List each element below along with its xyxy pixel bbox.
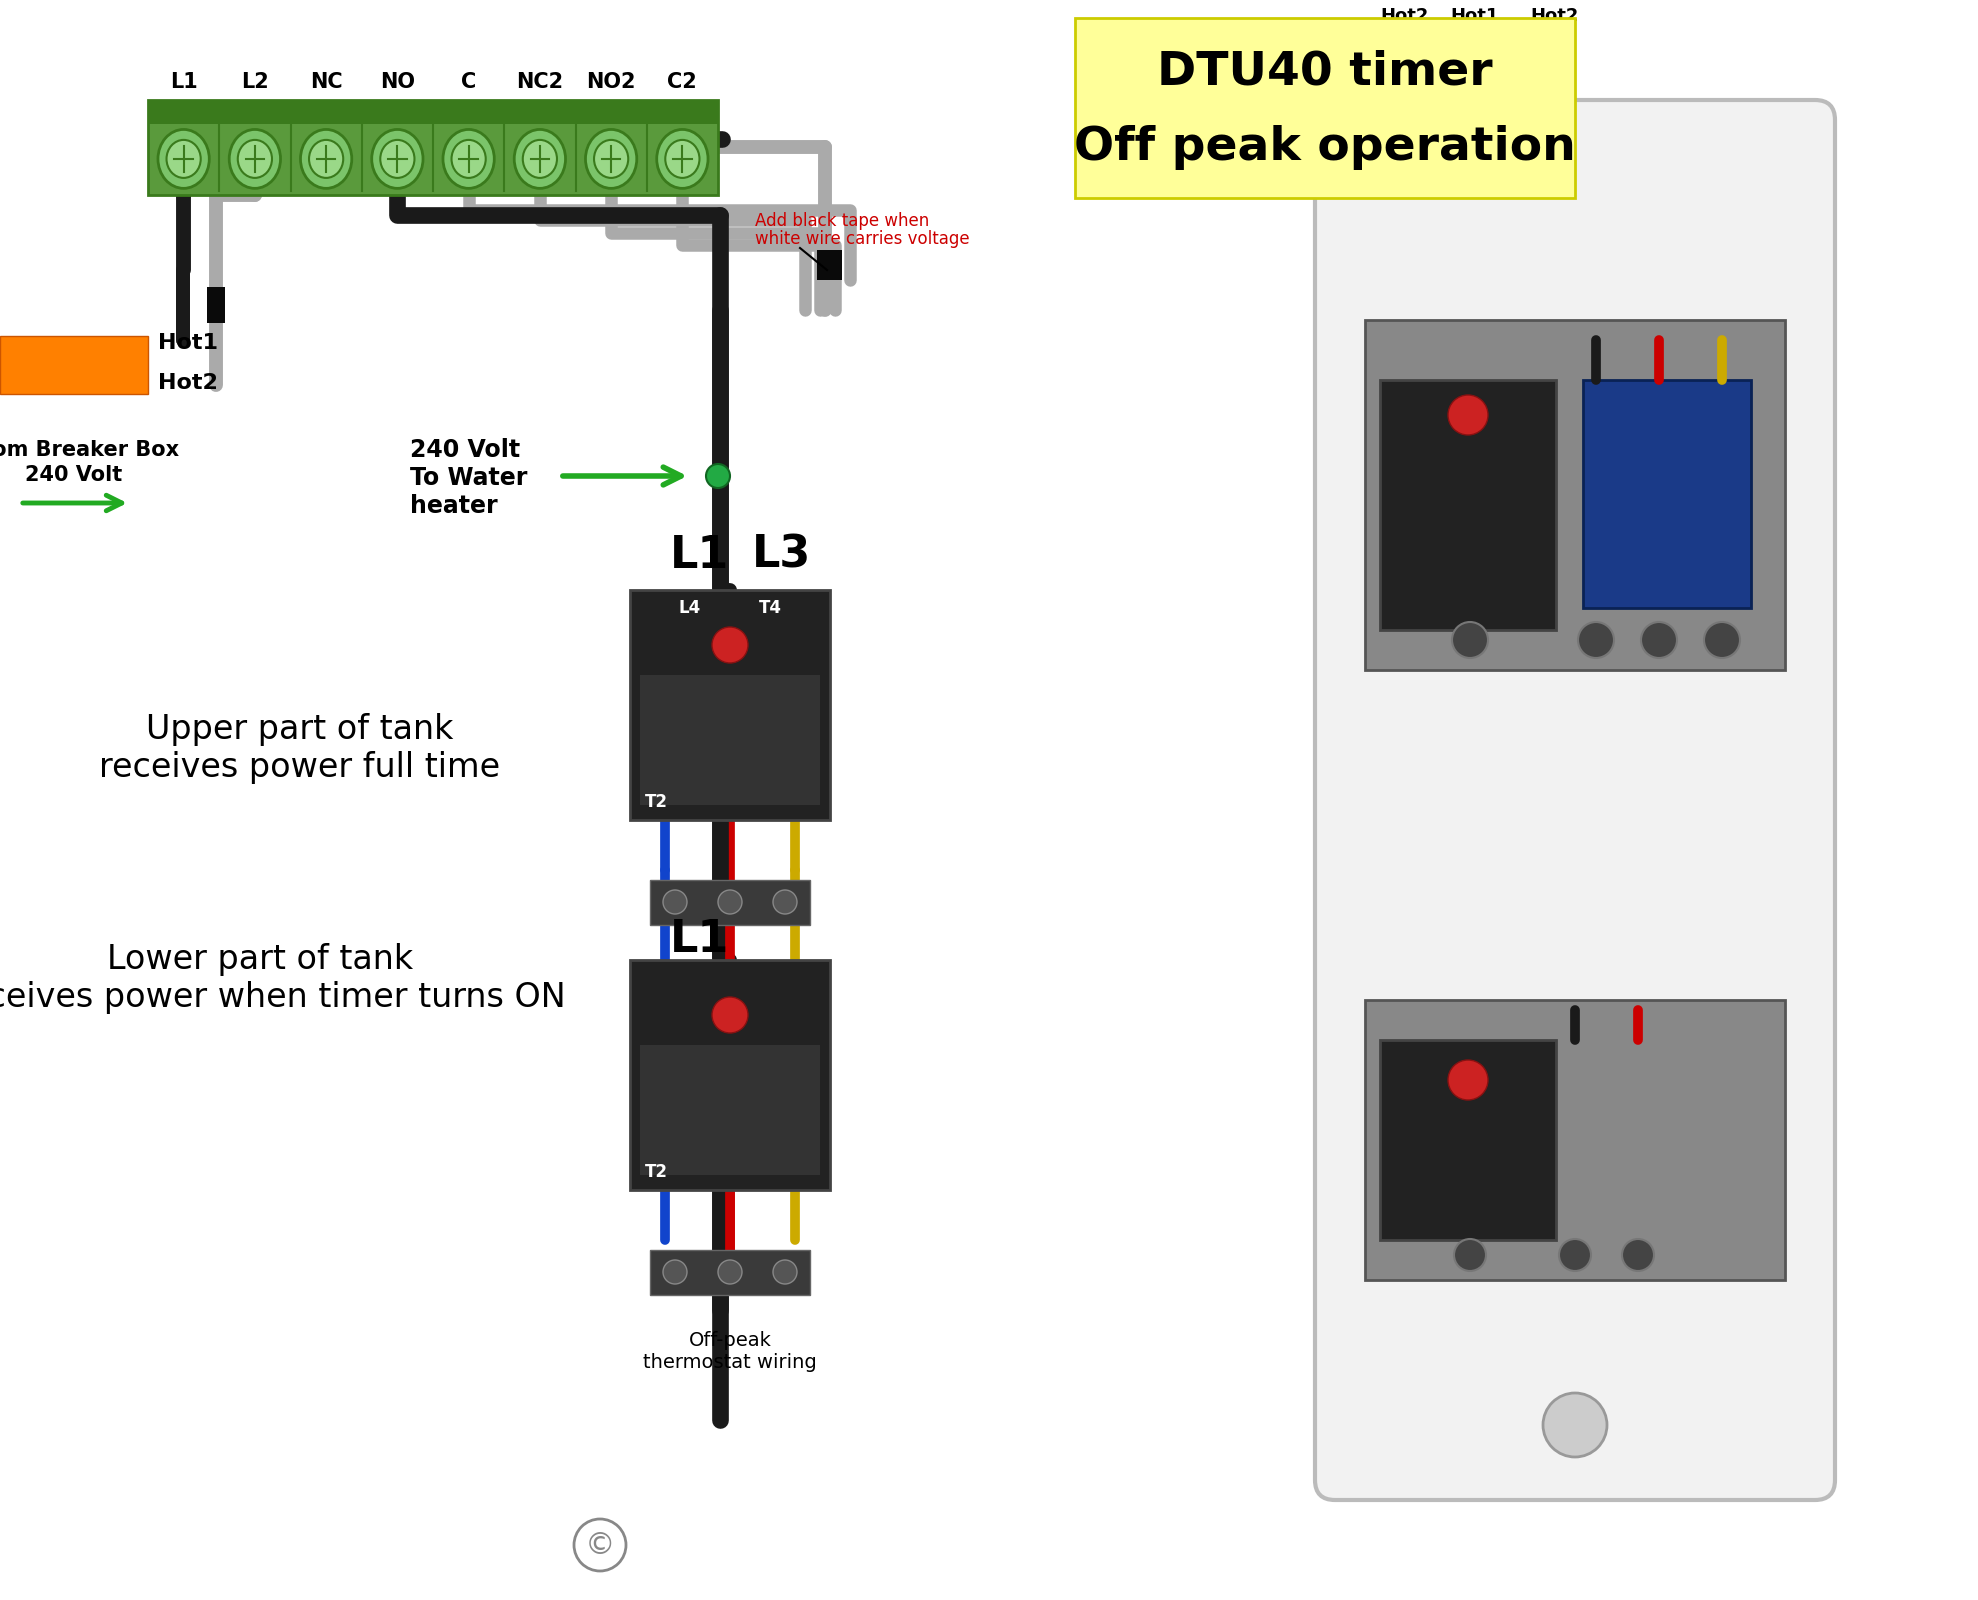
Circle shape: [1448, 395, 1487, 435]
Circle shape: [1452, 622, 1487, 658]
Bar: [631, 590, 831, 819]
Text: NC: NC: [311, 72, 342, 91]
Ellipse shape: [301, 130, 352, 189]
Bar: [1365, 1000, 1784, 1280]
Circle shape: [718, 890, 742, 914]
Text: heater: heater: [409, 494, 498, 518]
Text: DTU40 timer: DTU40 timer: [1157, 50, 1493, 94]
Circle shape: [1543, 1394, 1606, 1458]
Text: C2: C2: [667, 72, 698, 91]
Text: L4: L4: [678, 598, 700, 618]
Text: receives power when timer turns ON: receives power when timer turns ON: [0, 981, 566, 1014]
Text: Hot1: Hot1: [1450, 6, 1499, 26]
Circle shape: [1578, 622, 1614, 658]
Bar: [641, 675, 821, 805]
Circle shape: [1448, 1059, 1487, 1101]
Bar: [0, 336, 148, 394]
Text: 240 Volt: 240 Volt: [26, 466, 123, 485]
Ellipse shape: [309, 139, 344, 178]
Bar: [1381, 1040, 1557, 1240]
Text: Hot2: Hot2: [1531, 6, 1578, 26]
Text: NC2: NC2: [516, 72, 564, 91]
Ellipse shape: [665, 139, 700, 178]
Bar: [148, 99, 718, 123]
Text: receives power full time: receives power full time: [99, 752, 500, 784]
Text: Add black tape when: Add black tape when: [756, 211, 930, 230]
Text: To Water: To Water: [409, 466, 528, 490]
Text: thermostat wiring: thermostat wiring: [643, 1354, 817, 1373]
Bar: [631, 960, 831, 1190]
Text: NO2: NO2: [585, 72, 635, 91]
Circle shape: [1622, 1238, 1654, 1270]
Text: Hot2: Hot2: [1381, 6, 1430, 26]
Text: Off peak operation: Off peak operation: [1074, 125, 1576, 170]
Text: L1: L1: [170, 72, 198, 91]
Bar: [651, 880, 811, 925]
Ellipse shape: [158, 130, 210, 189]
Circle shape: [773, 890, 797, 914]
Bar: [208, 286, 225, 323]
Bar: [1381, 379, 1557, 630]
Circle shape: [706, 464, 730, 488]
Ellipse shape: [380, 139, 415, 178]
Text: L1: L1: [671, 918, 730, 962]
Ellipse shape: [237, 139, 273, 178]
Bar: [1584, 379, 1751, 608]
Text: NO: NO: [380, 72, 415, 91]
Bar: [641, 1045, 821, 1174]
Bar: [817, 250, 843, 280]
Circle shape: [663, 890, 686, 914]
Circle shape: [1703, 622, 1741, 658]
Text: L3: L3: [752, 533, 811, 576]
Bar: [1074, 18, 1574, 198]
Ellipse shape: [514, 130, 566, 189]
Circle shape: [718, 1261, 742, 1283]
Bar: [148, 99, 718, 195]
Bar: [651, 1250, 811, 1294]
Text: Hot2: Hot2: [158, 373, 218, 394]
Text: From Breaker Box: From Breaker Box: [0, 440, 180, 461]
Ellipse shape: [451, 139, 487, 178]
Ellipse shape: [443, 130, 494, 189]
Circle shape: [1454, 1238, 1485, 1270]
Bar: [1365, 320, 1784, 670]
Circle shape: [712, 997, 748, 1034]
Text: T2: T2: [645, 794, 669, 811]
Circle shape: [773, 1261, 797, 1283]
Ellipse shape: [657, 130, 708, 189]
Circle shape: [663, 1261, 686, 1283]
Text: white wire carries voltage: white wire carries voltage: [756, 230, 969, 248]
Ellipse shape: [166, 139, 200, 178]
Ellipse shape: [585, 130, 637, 189]
Circle shape: [712, 627, 748, 662]
Text: Lower part of tank: Lower part of tank: [107, 944, 413, 976]
Ellipse shape: [372, 130, 423, 189]
Ellipse shape: [593, 139, 629, 178]
Text: Hot1: Hot1: [158, 333, 218, 354]
Circle shape: [1559, 1238, 1590, 1270]
Text: L1: L1: [671, 533, 730, 576]
Text: 240 Volt: 240 Volt: [409, 438, 520, 462]
Text: Off-peak: Off-peak: [688, 1331, 771, 1349]
Circle shape: [1642, 622, 1677, 658]
FancyBboxPatch shape: [1315, 99, 1836, 1501]
Text: L2: L2: [241, 72, 269, 91]
Ellipse shape: [522, 139, 558, 178]
Text: T4: T4: [758, 598, 781, 618]
Text: ©: ©: [585, 1531, 615, 1560]
Ellipse shape: [229, 130, 281, 189]
Text: C: C: [461, 72, 477, 91]
Text: T2: T2: [645, 1163, 669, 1181]
Text: Upper part of tank: Upper part of tank: [146, 714, 453, 747]
